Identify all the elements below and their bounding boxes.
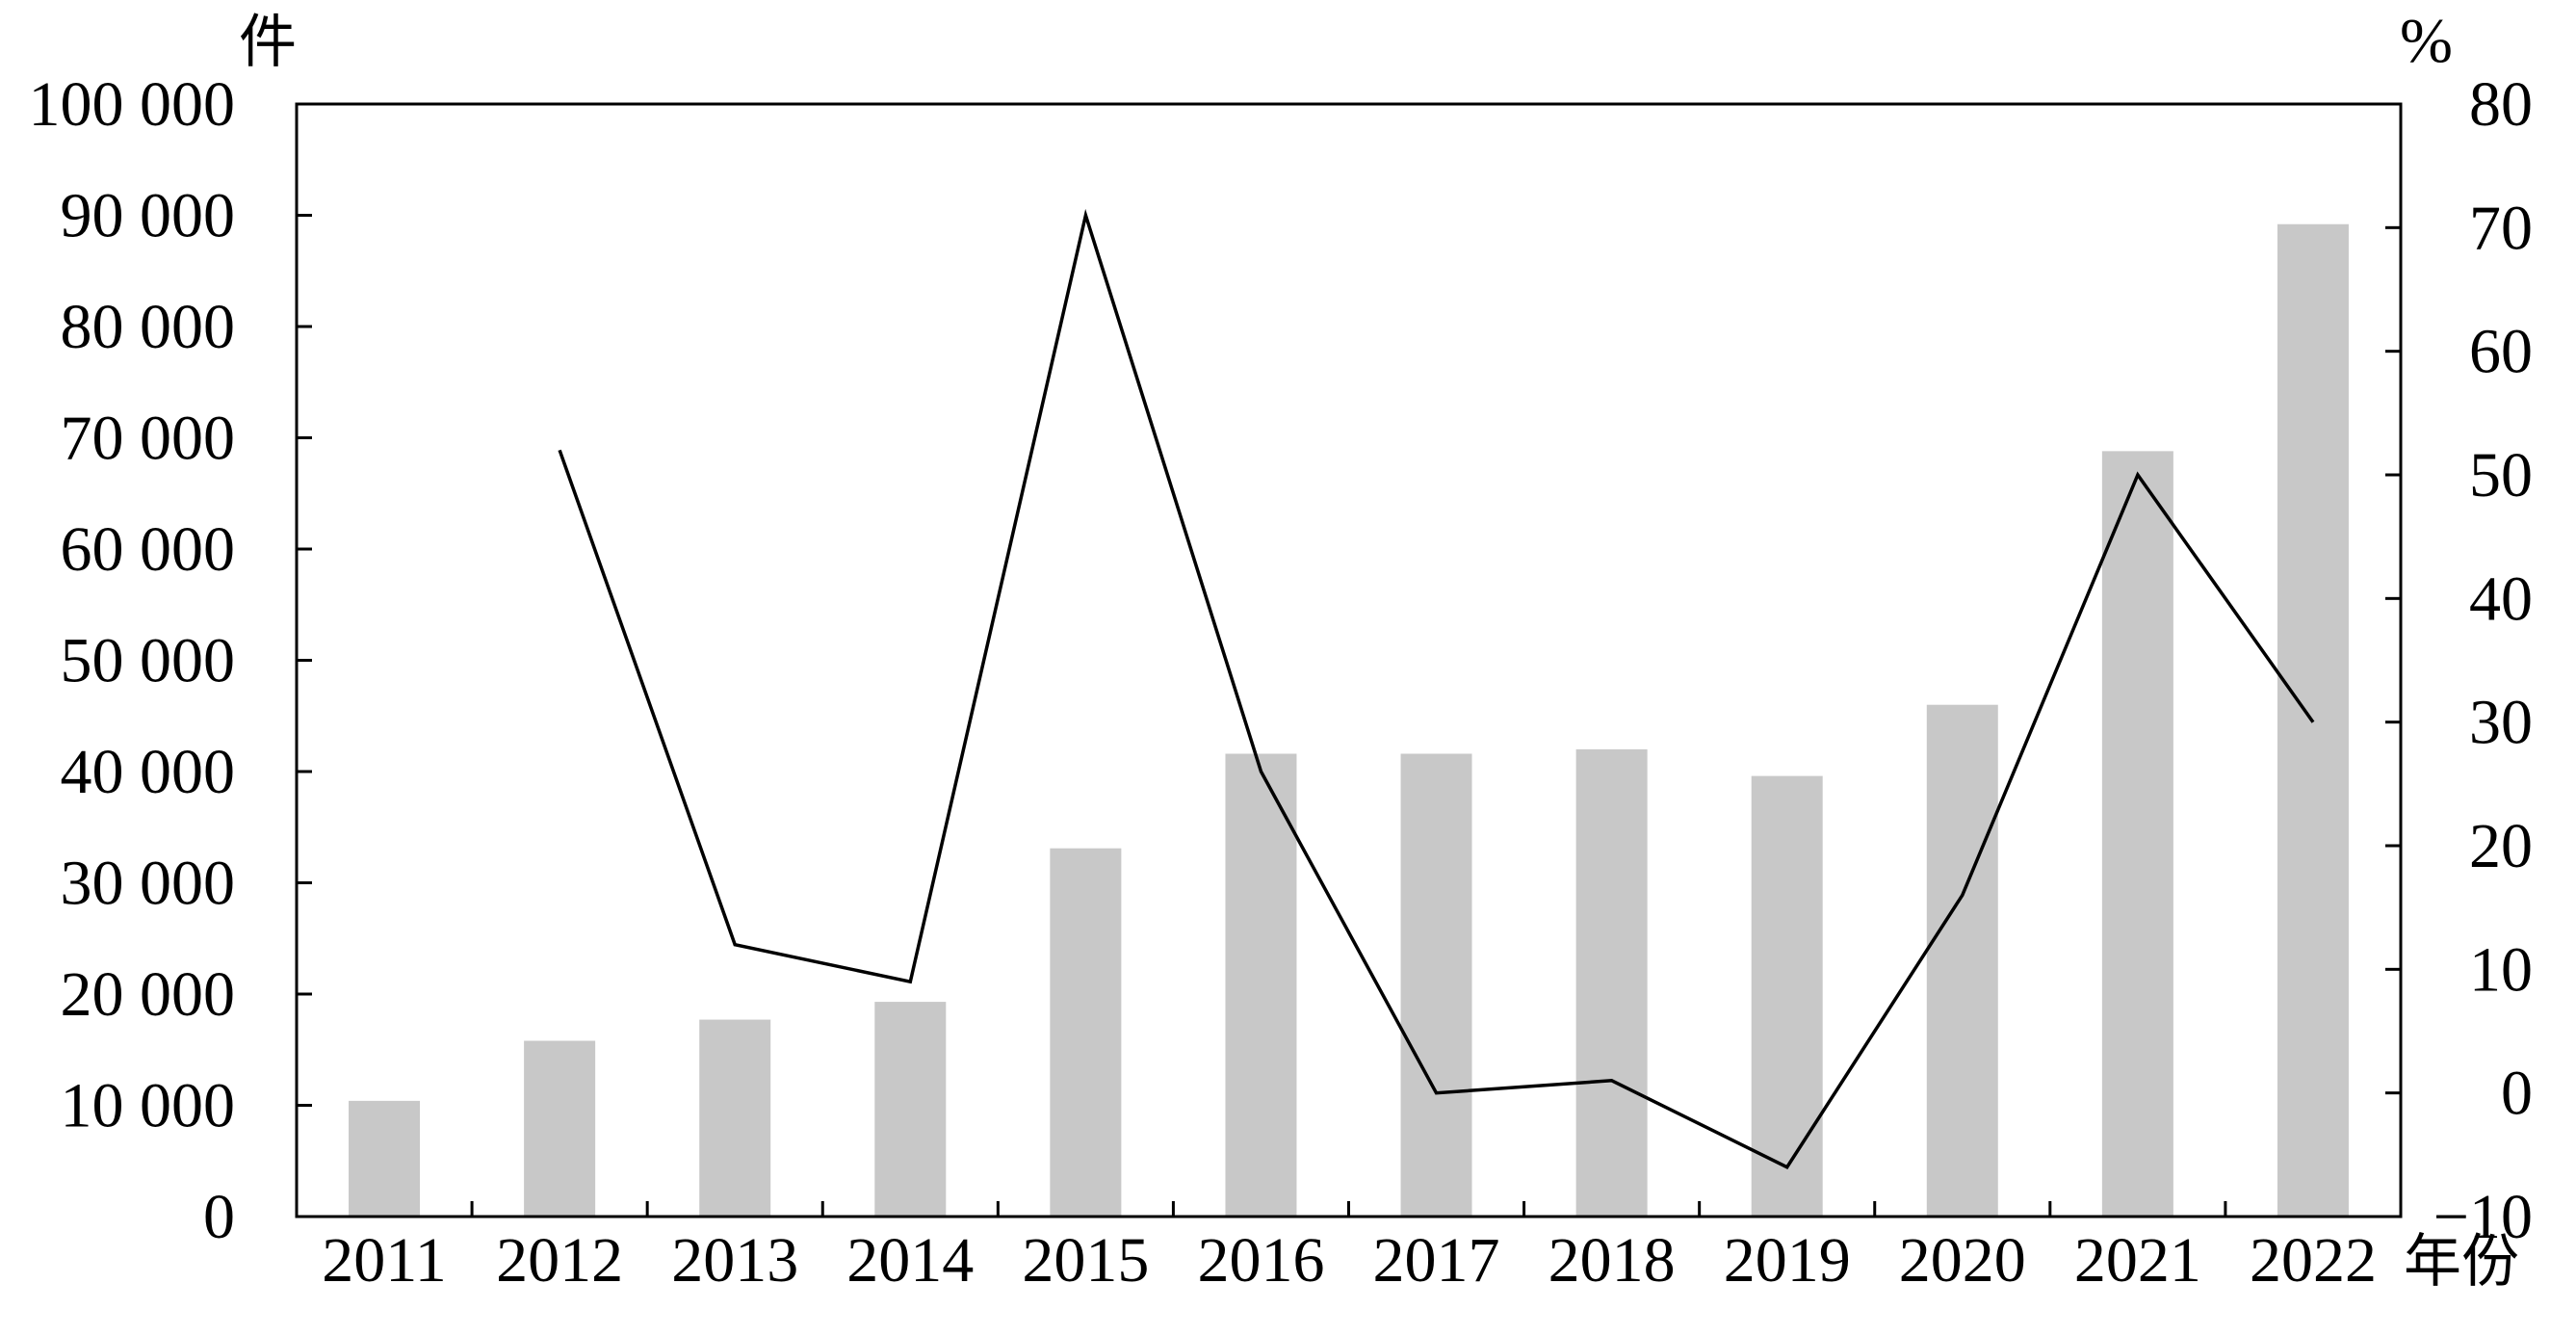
right-axis-tick-label: −10 [2433,1182,2533,1252]
right-axis-tick-label: 20 [2469,811,2533,881]
growth-rate-line [558,208,2315,1169]
x-axis-tick-label: 2022 [2250,1225,2377,1296]
bar-2021 [2101,451,2173,1217]
bar-2013 [699,1019,771,1217]
bar-2018 [1575,748,1648,1217]
line-layer [558,208,2315,1169]
bar-2019 [1751,775,1823,1217]
left-axis-tick-label: 60 000 [61,514,236,585]
bar-2016 [1225,753,1297,1217]
x-axis-tick-label: 2014 [846,1225,974,1296]
x-axis-tick-label: 2013 [671,1225,798,1296]
x-axis-tick-label: 2021 [2074,1225,2201,1296]
left-axis-tick-label: 100 000 [29,69,236,140]
bar-2011 [349,1100,421,1217]
bar-2017 [1400,753,1472,1217]
left-axis-tick-label: 0 [203,1182,235,1252]
x-axis-tick-label: 2012 [496,1225,623,1296]
left-axis-tick-label: 50 000 [61,626,236,696]
labels-layer: 0 10 000 20 000 30 000 40 000 50 000 60 000 70 … [29,6,2534,1296]
right-axis-tick-label: 50 [2469,440,2533,511]
x-axis-tick-label: 2018 [1548,1225,1676,1296]
right-axis-tick-label: 60 [2469,317,2533,387]
bar-2014 [874,1002,947,1217]
bar-2012 [524,1040,596,1217]
left-axis-tick-label: 40 000 [61,737,236,807]
x-axis-tick-label: 2016 [1197,1225,1324,1296]
right-axis-tick-label: 10 [2469,934,2533,1005]
left-axis-tick-label: 20 000 [61,959,236,1030]
left-axis-tick-label: 90 000 [61,181,236,251]
bar-2015 [1050,848,1122,1217]
axes-layer [295,102,2403,1218]
x-axis-tick-label: 2011 [322,1225,447,1296]
x-axis-tick-label: 2015 [1022,1225,1149,1296]
left-axis-unit: 件 [239,9,297,76]
left-axis-tick-label: 70 000 [61,404,236,474]
right-axis-unit: % [2400,6,2453,76]
bar-2020 [1926,704,1998,1217]
left-axis-tick-label: 30 000 [61,849,236,919]
x-axis-tick-label: 2020 [1899,1225,2026,1296]
right-axis-tick-label: 70 [2469,193,2533,263]
right-axis-tick-label: 0 [2501,1059,2533,1129]
right-axis-tick-label: 30 [2469,688,2533,758]
right-axis-tick-label: 40 [2469,563,2533,634]
left-axis-tick-label: 80 000 [61,292,236,362]
left-axis-tick-label: 10 000 [61,1071,236,1141]
x-axis-label: 年份 [2404,1228,2519,1296]
x-axis-tick-label: 2017 [1373,1225,1500,1296]
right-axis-tick-label: 80 [2469,69,2533,140]
x-axis-tick-label: 2019 [1724,1225,1851,1296]
plot-frame [295,102,2403,1218]
bars-layer [349,223,2349,1218]
